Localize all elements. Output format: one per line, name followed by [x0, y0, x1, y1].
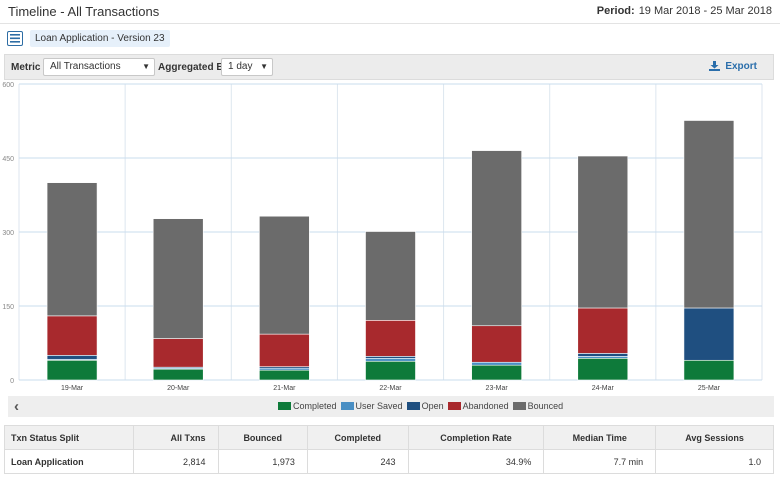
status-split-table: Txn Status Split All Txns Bounced Comple…: [3, 425, 774, 474]
x-tick-label: 24-Mar: [592, 385, 615, 392]
bar-segment-open[interactable]: [46, 355, 98, 360]
bar-segment-bounced[interactable]: [577, 155, 629, 309]
aggregated-by-label: Aggregated By: [158, 62, 230, 73]
legend-swatch: [406, 402, 420, 410]
table-cell: 34.9%: [407, 449, 545, 474]
bar-segment-completed[interactable]: [46, 359, 98, 381]
x-tick-label: 21-Mar: [273, 385, 296, 392]
column-header: All Txns: [133, 425, 219, 450]
bar-segment-completed[interactable]: [152, 368, 204, 381]
legend-label: Open: [421, 401, 444, 411]
menu-button[interactable]: [7, 31, 23, 46]
bar-segment-completed[interactable]: [471, 364, 522, 381]
bar-segment-bounced[interactable]: [259, 215, 310, 335]
table-cell: 7.7 min: [543, 449, 657, 474]
column-header: Median Time: [543, 425, 657, 450]
legend-label: Abandoned: [462, 401, 509, 411]
aggregation-select-value: 1 day: [228, 61, 253, 72]
legend-item-abandoned[interactable]: Abandoned: [447, 401, 509, 411]
bar-segment-bounced[interactable]: [365, 231, 416, 321]
legend-item-user-saved[interactable]: User Saved: [340, 401, 403, 411]
legend-item-open[interactable]: Open: [406, 401, 444, 411]
bar-segment-user-saved[interactable]: [365, 357, 416, 362]
legend-swatch: [278, 402, 291, 410]
caret-down-icon: ▼: [142, 62, 150, 71]
stacked-bar-chart: 0 150 300 450 600 19-Mar 20-Mar 21-Mar 22-Mar 23-…: [2, 82, 763, 392]
metric-select[interactable]: All Transactions ▼: [43, 58, 155, 76]
page-title: Timeline - All Transactions: [8, 4, 160, 19]
bar-segment-user-saved[interactable]: [471, 361, 522, 366]
column-header: Avg Sessions: [655, 425, 774, 450]
x-tick-label: 25-Mar: [698, 385, 721, 392]
legend-bar: ‹ Completed User Saved Open Abandoned Bounce…: [8, 396, 774, 417]
legend-swatch: [512, 402, 526, 410]
bar-segment-abandoned[interactable]: [152, 338, 204, 368]
caret-down-icon: ▼: [260, 62, 268, 71]
legend-label: Bounced: [527, 401, 564, 411]
x-tick-label: 23-Mar: [486, 385, 509, 392]
transactions-chart: 0 150 300 450 600 19-Mar 20-Mar 21-Mar 22-Mar 23-…: [0, 80, 780, 398]
back-chevron-icon[interactable]: ‹: [14, 398, 19, 415]
page-header: Timeline - All Transactions Period: 19 Ma…: [0, 0, 780, 24]
bar-segment-open[interactable]: [683, 307, 735, 361]
column-header: Txn Status Split: [3, 425, 135, 450]
legend-item-completed[interactable]: Completed: [278, 401, 337, 411]
hamburger-icon: [10, 34, 20, 43]
legend-item-bounced[interactable]: Bounced: [512, 401, 564, 411]
bar-segment-bounced[interactable]: [152, 218, 204, 339]
column-header: Bounced: [217, 425, 308, 450]
bar-segment-abandoned[interactable]: [471, 325, 522, 363]
x-tick-label: 20-Mar: [167, 385, 190, 392]
legend-label: User Saved: [355, 401, 403, 411]
bar-segment-open[interactable]: [577, 353, 629, 357]
bar-segment-bounced[interactable]: [471, 150, 522, 327]
y-tick-label: 150: [2, 304, 14, 311]
export-button[interactable]: Export: [709, 61, 757, 72]
bar-segment-bounced[interactable]: [683, 120, 735, 309]
aggregation-select[interactable]: 1 day ▼: [221, 58, 273, 76]
y-tick-label: 0: [10, 378, 14, 385]
app-bar: Loan Application - Version 23: [0, 25, 780, 53]
column-header: Completion Rate: [407, 425, 545, 450]
x-tick-label: 22-Mar: [379, 385, 402, 392]
x-tick-label: 19-Mar: [61, 385, 84, 392]
bar-segment-abandoned[interactable]: [259, 333, 310, 367]
bar-segment-abandoned[interactable]: [46, 315, 98, 356]
app-version-chip[interactable]: Loan Application - Version 23: [30, 30, 170, 47]
metric-label: Metric: [11, 62, 41, 73]
legend-swatch: [340, 402, 354, 410]
bar-segment-abandoned[interactable]: [577, 307, 629, 354]
table-cell: 2,814: [133, 449, 219, 474]
bar-segment-bounced[interactable]: [46, 182, 98, 317]
bar-segment-completed[interactable]: [577, 357, 629, 381]
bar-segment-completed[interactable]: [259, 369, 310, 381]
table-row[interactable]: Loan Application 2,814 1,973 243 34.9% 7…: [3, 449, 774, 474]
filter-bar: Metric All Transactions ▼ Aggregated By …: [4, 54, 774, 80]
column-header: Completed: [306, 425, 409, 450]
table-cell: Loan Application: [3, 449, 135, 474]
download-icon: [709, 61, 721, 71]
table-cell: 243: [306, 449, 409, 474]
export-label: Export: [725, 61, 757, 72]
y-tick-label: 600: [2, 82, 14, 89]
table-header-row: Txn Status Split All Txns Bounced Comple…: [3, 425, 774, 450]
period-value: 19 Mar 2018 - 25 Mar 2018: [638, 5, 772, 17]
legend-swatch: [447, 402, 461, 410]
period-label: Period:: [596, 5, 635, 17]
table-cell: 1,973: [217, 449, 308, 474]
bar-segment-completed[interactable]: [683, 359, 735, 381]
legend-label: Completed: [293, 401, 337, 411]
y-tick-label: 450: [2, 156, 14, 163]
bar-segment-abandoned[interactable]: [365, 320, 416, 357]
metric-select-value: All Transactions: [50, 61, 121, 72]
bar-segment-completed[interactable]: [365, 360, 416, 381]
y-tick-label: 300: [2, 230, 14, 237]
period-display: Period: 19 Mar 2018 - 25 Mar 2018: [597, 5, 772, 17]
table-cell: 1.0: [655, 449, 774, 474]
chart-legend: Completed User Saved Open Abandoned Bounced: [278, 401, 567, 411]
